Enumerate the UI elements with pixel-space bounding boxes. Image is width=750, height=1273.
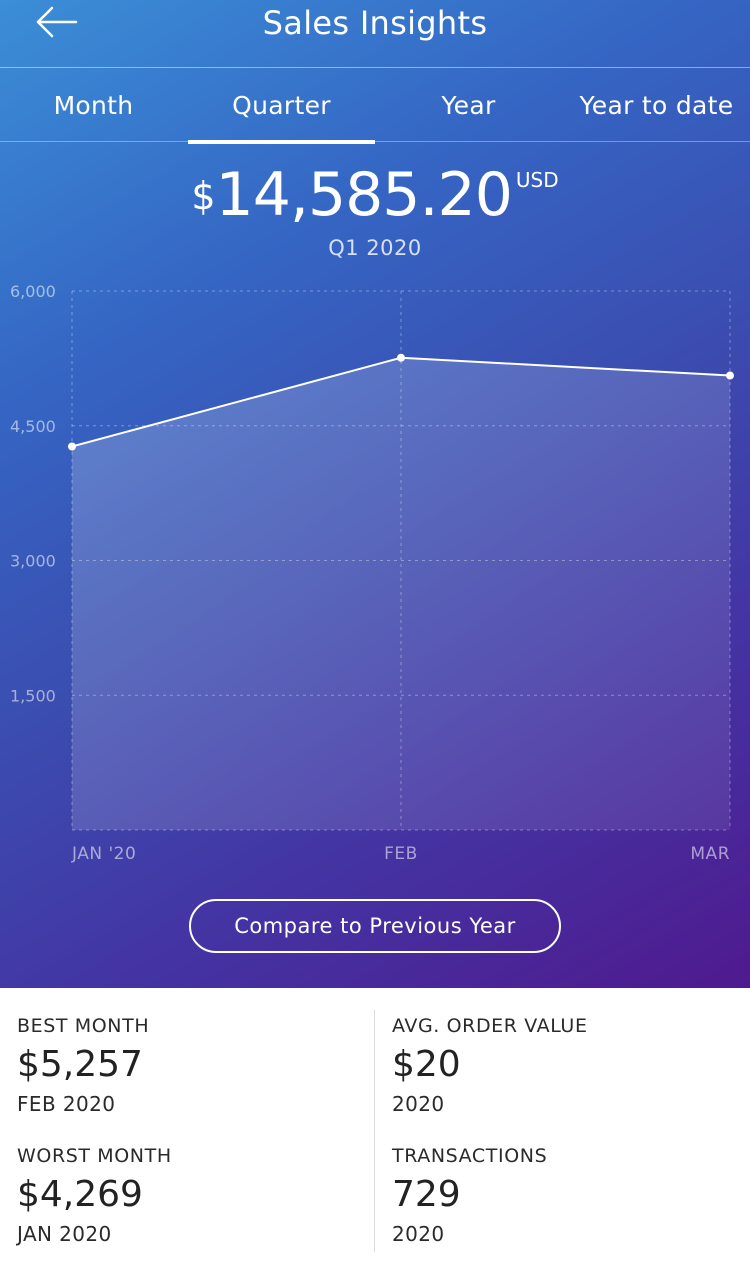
back-button[interactable]: [26, 0, 86, 48]
transactions-stat: TRANSACTIONS 729 2020: [392, 1144, 732, 1248]
stats-divider: [374, 1010, 375, 1252]
sales-hero: Sales Insights Month Quarter Year Year t…: [0, 0, 750, 988]
data-point-2: [726, 371, 734, 380]
data-point-1: [397, 353, 405, 362]
x-tick-label-2: MAR: [690, 844, 730, 864]
data-point-0: [68, 442, 76, 451]
avg-order-value: $20: [392, 1044, 461, 1085]
total-amount: $14,585.20 USD: [0, 160, 750, 230]
avg-order-stat: AVG. ORDER VALUE $20 2020: [392, 1014, 732, 1118]
tab-year-to-date[interactable]: Year to date: [579, 91, 734, 120]
y-tick-label-2: 3,000: [10, 552, 56, 571]
stats-panel: BEST MONTH $5,257 FEB 2020 WORST MONTH $…: [0, 988, 750, 1273]
arrow-left-icon: [36, 6, 78, 38]
tab-month[interactable]: Month: [53, 91, 134, 120]
transactions-label: TRANSACTIONS: [392, 1145, 548, 1167]
y-tick-label-3: 1,500: [10, 686, 56, 705]
transactions-period: 2020: [392, 1222, 445, 1246]
x-tick-label-1: FEB: [384, 844, 418, 864]
tab-year[interactable]: Year: [441, 91, 496, 120]
worst-month-value: $4,269: [17, 1174, 143, 1215]
currency-symbol: $: [191, 174, 216, 218]
best-month-value: $5,257: [17, 1044, 143, 1085]
tab-quarter[interactable]: Quarter: [188, 68, 375, 144]
compare-previous-year-button[interactable]: Compare to Previous Year: [189, 899, 561, 953]
worst-month-stat: WORST MONTH $4,269 JAN 2020: [17, 1144, 357, 1248]
period-label: Q1 2020: [328, 236, 422, 260]
best-month-label: BEST MONTH: [17, 1015, 150, 1037]
period-tabs: Month Quarter Year Year to date: [0, 68, 750, 144]
transactions-value: 729: [392, 1174, 461, 1215]
avg-order-period: 2020: [392, 1092, 445, 1116]
y-tick-label-1: 4,500: [10, 417, 56, 436]
page-title: Sales Insights: [262, 4, 488, 42]
currency-unit: USD: [515, 168, 559, 192]
worst-month-label: WORST MONTH: [17, 1145, 172, 1167]
best-month-stat: BEST MONTH $5,257 FEB 2020: [17, 1014, 357, 1118]
top-bar: Sales Insights: [0, 0, 750, 68]
amount-value: 14,585.20: [215, 160, 513, 230]
worst-month-period: JAN 2020: [17, 1222, 112, 1246]
sales-area-fill: [72, 357, 730, 830]
best-month-period: FEB 2020: [17, 1092, 116, 1116]
y-tick-label-0: 6,000: [10, 282, 56, 301]
avg-order-label: AVG. ORDER VALUE: [392, 1015, 588, 1037]
sales-line-chart: 6,000 4,500 3,000 1,500 JAN '20 FEB MAR: [10, 282, 734, 864]
x-tick-label-0: JAN '20: [71, 844, 136, 864]
